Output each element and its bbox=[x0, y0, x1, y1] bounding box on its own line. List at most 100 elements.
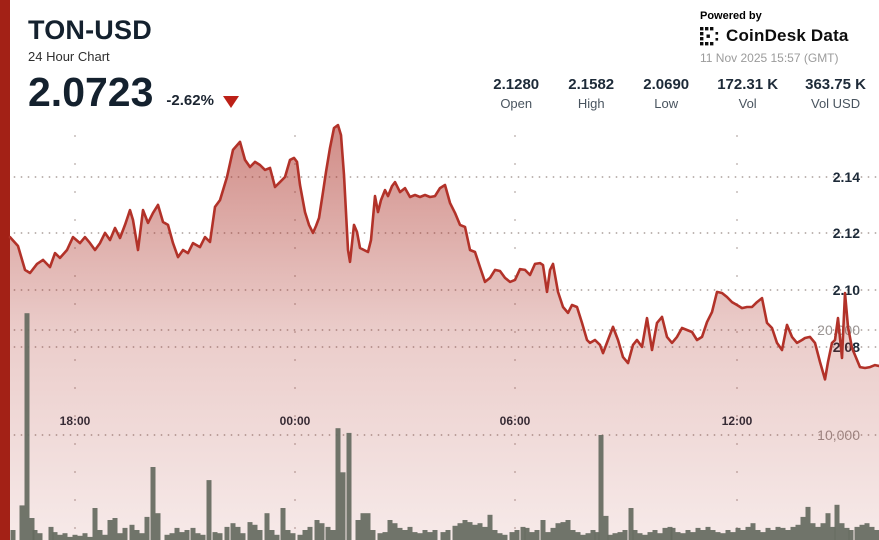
volume-bar[interactable] bbox=[825, 513, 831, 540]
volume-bar[interactable] bbox=[217, 533, 223, 540]
volume-bar[interactable] bbox=[652, 530, 658, 540]
volume-bar[interactable] bbox=[565, 520, 571, 540]
volume-bar[interactable] bbox=[269, 530, 275, 540]
volume-bar[interactable] bbox=[502, 534, 508, 540]
volume-bar[interactable] bbox=[72, 534, 78, 540]
volume-bar[interactable] bbox=[169, 533, 175, 540]
volume-bar[interactable] bbox=[285, 530, 291, 540]
volume-bar[interactable] bbox=[129, 524, 135, 540]
volume-bar[interactable] bbox=[19, 505, 25, 540]
volume-bar[interactable] bbox=[32, 530, 38, 540]
volume-bar[interactable] bbox=[107, 520, 113, 540]
volume-bar[interactable] bbox=[340, 472, 346, 540]
volume-bar[interactable] bbox=[330, 530, 336, 540]
volume-bar[interactable] bbox=[710, 530, 716, 540]
volume-bar[interactable] bbox=[224, 526, 230, 540]
volume-bar[interactable] bbox=[335, 428, 341, 540]
volume-bar[interactable] bbox=[534, 530, 540, 540]
volume-bar[interactable] bbox=[397, 527, 403, 540]
volume-bar[interactable] bbox=[647, 532, 653, 540]
volume-bar[interactable] bbox=[657, 533, 663, 540]
volume-bar[interactable] bbox=[834, 504, 840, 540]
volume-bar[interactable] bbox=[874, 530, 879, 540]
volume-bar[interactable] bbox=[319, 523, 325, 540]
volume-bar[interactable] bbox=[637, 533, 643, 540]
volume-bar[interactable] bbox=[452, 525, 458, 540]
volume-bar[interactable] bbox=[195, 533, 201, 540]
volume-bar[interactable] bbox=[603, 515, 609, 540]
volume-bar[interactable] bbox=[585, 533, 591, 540]
volume-bar[interactable] bbox=[575, 532, 581, 540]
volume-bar[interactable] bbox=[307, 526, 313, 540]
volume-bar[interactable] bbox=[139, 533, 145, 540]
volume-bar[interactable] bbox=[477, 523, 483, 540]
volume-bar[interactable] bbox=[117, 533, 123, 540]
volume-bar[interactable] bbox=[412, 532, 418, 540]
volume-bar[interactable] bbox=[545, 532, 551, 540]
volume-bar[interactable] bbox=[235, 526, 241, 540]
volume-bar[interactable] bbox=[820, 523, 826, 540]
volume-bar[interactable] bbox=[52, 532, 58, 540]
volume-bar[interactable] bbox=[810, 523, 816, 540]
volume-bar[interactable] bbox=[346, 432, 352, 540]
volume-bar[interactable] bbox=[355, 520, 361, 540]
volume-bar[interactable] bbox=[387, 520, 393, 540]
volume-bar[interactable] bbox=[848, 530, 854, 540]
volume-bar[interactable] bbox=[302, 530, 308, 540]
volume-bar[interactable] bbox=[10, 530, 16, 540]
volume-bar[interactable] bbox=[514, 530, 520, 540]
volume-bar[interactable] bbox=[240, 533, 246, 540]
volume-bar[interactable] bbox=[844, 527, 850, 540]
volume-bar[interactable] bbox=[580, 534, 586, 540]
volume-bar[interactable] bbox=[607, 534, 613, 540]
volume-bar[interactable] bbox=[790, 526, 796, 540]
volume-bar[interactable] bbox=[735, 527, 741, 540]
volume-bar[interactable] bbox=[780, 527, 786, 540]
volume-bar[interactable] bbox=[48, 526, 54, 540]
volume-bar[interactable] bbox=[297, 534, 303, 540]
volume-bar[interactable] bbox=[740, 530, 746, 540]
volume-bar[interactable] bbox=[497, 533, 503, 540]
volume-bar[interactable] bbox=[29, 518, 35, 540]
volume-bar[interactable] bbox=[432, 530, 438, 540]
volume-bar[interactable] bbox=[690, 532, 696, 540]
volume-bar[interactable] bbox=[715, 532, 721, 540]
volume-bar[interactable] bbox=[775, 526, 781, 540]
volume-bar[interactable] bbox=[492, 530, 498, 540]
volume-bar[interactable] bbox=[62, 533, 68, 540]
volume-bar[interactable] bbox=[675, 532, 681, 540]
volume-bar[interactable] bbox=[264, 513, 270, 540]
volume-bar[interactable] bbox=[274, 534, 280, 540]
volume-bar[interactable] bbox=[830, 526, 836, 540]
volume-bar[interactable] bbox=[457, 523, 463, 540]
volume-bar[interactable] bbox=[472, 524, 478, 540]
volume-bar[interactable] bbox=[524, 527, 530, 540]
volume-bar[interactable] bbox=[529, 532, 535, 540]
volume-bar[interactable] bbox=[314, 520, 320, 540]
volume-bar[interactable] bbox=[247, 522, 253, 540]
volume-bar[interactable] bbox=[57, 534, 63, 540]
volume-bar[interactable] bbox=[590, 530, 596, 540]
volume-bar[interactable] bbox=[720, 533, 726, 540]
volume-bar[interactable] bbox=[695, 527, 701, 540]
volume-bar[interactable] bbox=[67, 536, 73, 540]
volume-bar[interactable] bbox=[670, 527, 676, 540]
volume-bar[interactable] bbox=[662, 527, 668, 540]
volume-bar[interactable] bbox=[598, 435, 604, 540]
volume-bar[interactable] bbox=[864, 523, 870, 540]
volume-bar[interactable] bbox=[360, 513, 366, 540]
volume-bar[interactable] bbox=[550, 527, 556, 540]
volume-bar[interactable] bbox=[594, 532, 600, 540]
volume-bar[interactable] bbox=[257, 530, 263, 540]
volume-bar[interactable] bbox=[815, 526, 821, 540]
volume-bar[interactable] bbox=[87, 536, 93, 540]
volume-bars[interactable] bbox=[10, 313, 879, 540]
volume-bar[interactable] bbox=[632, 530, 638, 540]
volume-bar[interactable] bbox=[184, 530, 190, 540]
volume-bar[interactable] bbox=[102, 534, 108, 540]
volume-bar[interactable] bbox=[800, 516, 806, 540]
volume-bar[interactable] bbox=[795, 524, 801, 540]
volume-bar[interactable] bbox=[520, 526, 526, 540]
volume-bar[interactable] bbox=[179, 532, 185, 540]
volume-bar[interactable] bbox=[854, 526, 860, 540]
